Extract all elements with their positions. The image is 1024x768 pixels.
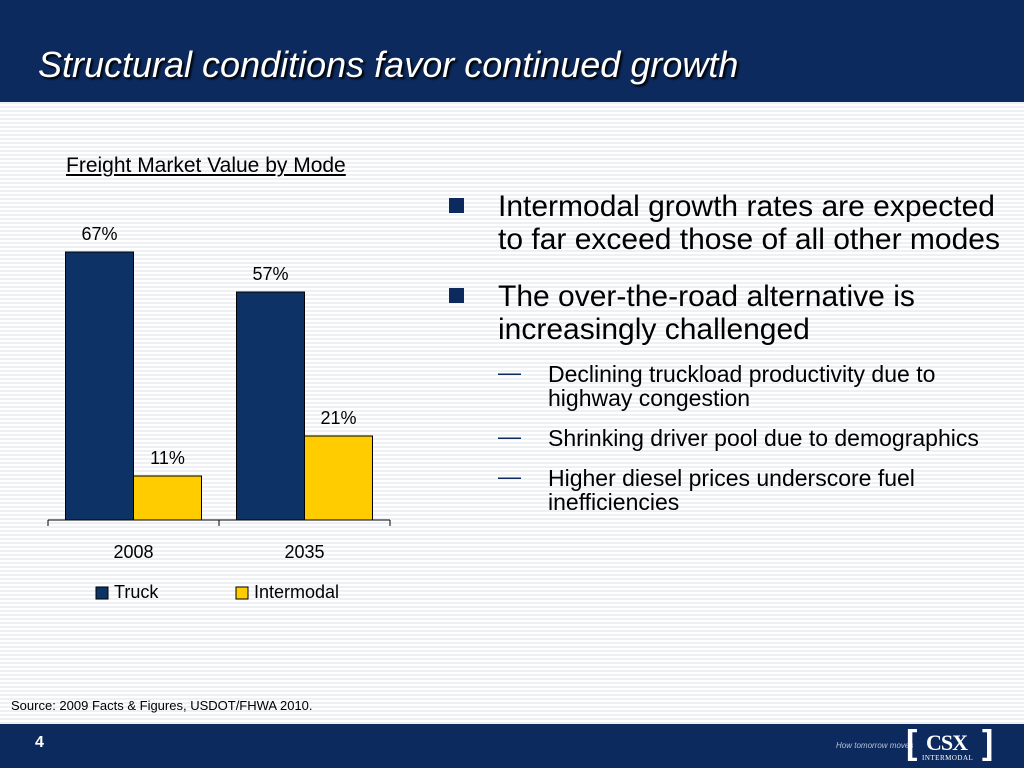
legend-swatch-intermodal: [235, 586, 249, 600]
x-tick-label: 2008: [113, 542, 153, 562]
logo-subtext: INTERMODAL: [922, 754, 974, 762]
data-label-truck-2035: 57%: [252, 264, 288, 284]
data-label-truck-2008: 67%: [81, 224, 117, 244]
dash-icon: —: [498, 423, 521, 449]
sub-bullet-item: — Higher diesel prices underscore fuel i…: [446, 463, 1006, 515]
footer-bar: 4 How tomorrow moves [ CSX INTERMODAL ]: [0, 724, 1024, 768]
bullet-square-icon: [449, 288, 464, 303]
tagline: How tomorrow moves: [836, 741, 914, 750]
slide-title: Structural conditions favor continued gr…: [38, 44, 739, 85]
legend-label-intermodal: Intermodal: [254, 582, 339, 602]
source-note: Source: 2009 Facts & Figures, USDOT/FHWA…: [11, 698, 313, 713]
logo-wordmark: CSX: [926, 730, 968, 755]
dash-icon: —: [498, 359, 521, 385]
sub-bullet-item: — Declining truckload productivity due t…: [446, 359, 1006, 411]
sub-bullet-text: Higher diesel prices underscore fuel ine…: [548, 465, 915, 515]
bullet-square-icon: [449, 198, 464, 213]
sub-bullet-item: — Shrinking driver pool due to demograph…: [446, 423, 1006, 451]
bar-truck-2035: [236, 291, 305, 521]
sub-bullet-text: Declining truckload productivity due to …: [548, 361, 936, 411]
sub-bullet-text: Shrinking driver pool due to demographic…: [548, 425, 979, 451]
bullet-text: Intermodal growth rates are expected to …: [498, 190, 1000, 256]
bar-intermodal-2008: [133, 475, 202, 521]
bullet-item: The over-the-road alternative is increas…: [446, 280, 1006, 346]
legend-label-truck: Truck: [114, 582, 159, 602]
bullet-list: Intermodal growth rates are expected to …: [446, 190, 1006, 514]
bracket-left-icon: [: [906, 724, 918, 762]
title-bar: Structural conditions favor continued gr…: [0, 0, 1024, 102]
legend-swatch-truck: [95, 586, 109, 600]
csx-intermodal-logo: [ CSX INTERMODAL ]: [904, 724, 996, 768]
bullet-text: The over-the-road alternative is increas…: [498, 280, 915, 346]
data-label-intermodal-2035: 21%: [320, 408, 356, 428]
bracket-right-icon: ]: [982, 724, 994, 762]
data-label-intermodal-2008: 11%: [150, 448, 185, 468]
chart-heading: Freight Market Value by Mode: [66, 154, 346, 177]
freight-market-chart: 67% 11% 2008 57% 21% 2035 Truck Intermodal: [47, 224, 391, 602]
bar-intermodal-2035: [304, 435, 373, 521]
bullet-item: Intermodal growth rates are expected to …: [446, 190, 1006, 256]
page-number: 4: [35, 734, 44, 751]
x-tick-label: 2035: [284, 542, 324, 562]
dash-icon: —: [498, 463, 521, 489]
bar-truck-2008: [65, 251, 134, 521]
